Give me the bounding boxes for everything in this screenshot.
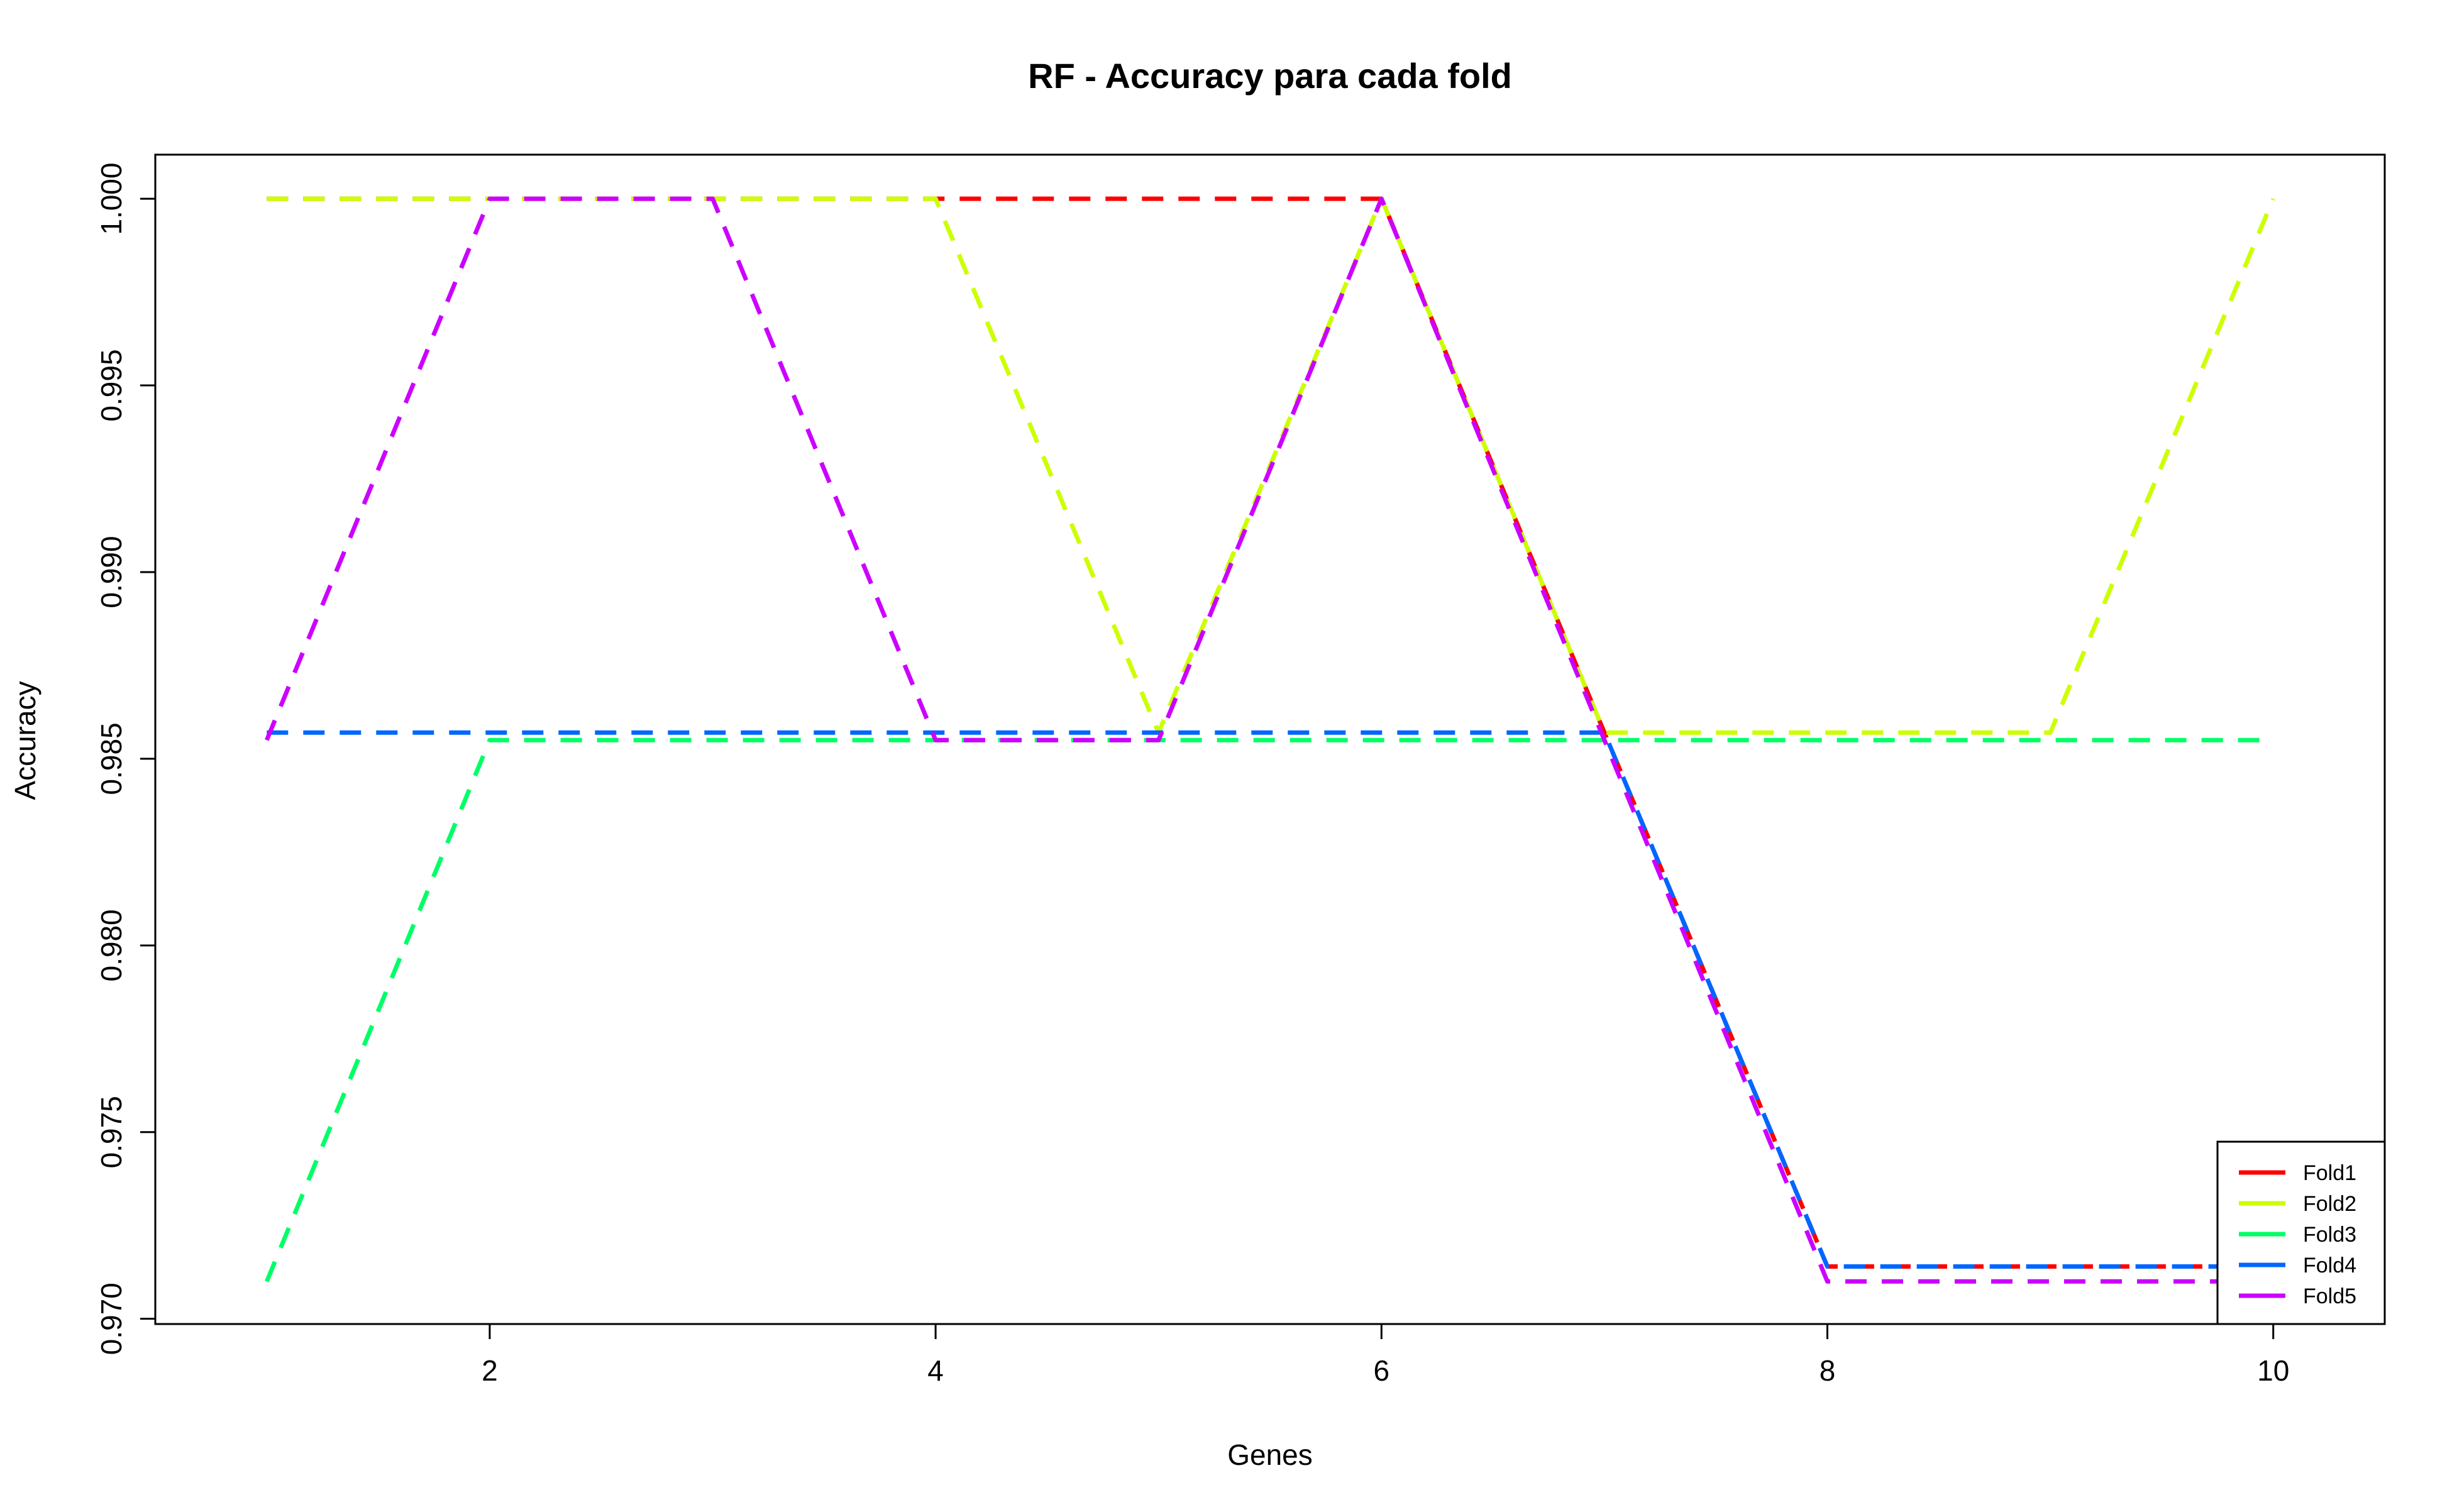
series-line-fold4 <box>267 730 2273 1269</box>
y-tick-label: 1.000 <box>95 163 128 235</box>
series-line-fold5 <box>265 196 2273 1284</box>
x-tick-label: 10 <box>2257 1354 2289 1387</box>
x-tick-label: 2 <box>482 1354 498 1387</box>
legend-label-fold3: Fold3 <box>2303 1223 2356 1247</box>
x-tick-label: 8 <box>1820 1354 1836 1387</box>
legend: Fold1 Fold2 Fold3 Fold4 Fold5 <box>2216 1140 2386 1325</box>
legend-label-fold4: Fold4 <box>2303 1254 2356 1277</box>
legend-label-fold2: Fold2 <box>2303 1192 2356 1216</box>
plot-frame <box>154 153 2386 1325</box>
series-line-fold3 <box>265 737 2273 1283</box>
y-tick-label: 0.980 <box>95 909 128 981</box>
x-tick-label: 4 <box>927 1354 944 1387</box>
y-axis-label: Accuracy <box>9 681 41 800</box>
x-tick-label: 6 <box>1374 1354 1390 1387</box>
y-tick-label: 0.970 <box>95 1283 128 1355</box>
legend-label-fold5: Fold5 <box>2303 1284 2356 1308</box>
plot-area: 2 4 6 8 10 0.970 0.975 0.980 0.985 0.990 0.995 1.00… <box>95 153 2386 1387</box>
y-tick-label: 0.995 <box>95 349 128 421</box>
x-axis-label: Genes <box>1227 1438 1313 1471</box>
y-tick-label: 0.975 <box>95 1096 128 1168</box>
legend-label-fold1: Fold1 <box>2303 1161 2356 1185</box>
chart-title: RF - Accuracy para cada fold <box>1028 56 1512 96</box>
y-tick-label: 0.990 <box>95 536 128 608</box>
y-tick-label: 0.985 <box>95 722 128 795</box>
